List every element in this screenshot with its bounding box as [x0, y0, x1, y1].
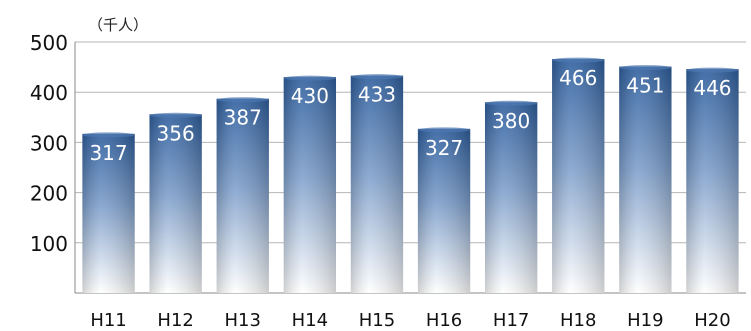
bar-shade	[484, 102, 538, 294]
data-label: 430	[291, 84, 329, 108]
bar-cap	[216, 97, 269, 103]
bar-shade	[350, 75, 404, 293]
x-axis-ticks: H11 H12 H13 H14 H15 H16 H17 H18 H19 H20	[90, 310, 730, 331]
bar-cap	[484, 100, 538, 106]
bar-cap	[619, 65, 672, 71]
x-tick-label: H17	[493, 310, 529, 331]
bar-cap	[686, 67, 739, 73]
y-tick-label: 300	[30, 131, 68, 155]
y-tick-label: 400	[30, 81, 68, 105]
bars	[82, 57, 739, 294]
x-tick-label: H16	[426, 310, 462, 331]
bar-cap	[552, 57, 605, 63]
bar-cap	[283, 75, 337, 81]
y-tick-label: 200	[30, 182, 68, 206]
data-label: 317	[89, 141, 127, 165]
bar-cap	[417, 127, 471, 133]
bar-cap	[149, 112, 202, 118]
data-label: 466	[559, 66, 597, 90]
data-labels: 317 356 387 430 433 327 380 466 451 446	[89, 66, 731, 165]
x-tick-label: H11	[90, 310, 126, 331]
x-tick-label: H13	[225, 310, 261, 331]
bar-cap	[82, 132, 135, 138]
x-tick-label: H14	[292, 310, 328, 331]
x-tick-label: H15	[359, 310, 395, 331]
unit-label: （千人）	[88, 16, 149, 34]
bar-shade	[216, 98, 269, 293]
data-label: 356	[157, 121, 195, 145]
bar-shade	[283, 77, 337, 293]
bar-shade	[619, 66, 672, 294]
x-tick-label: H12	[157, 310, 193, 331]
data-label: 446	[693, 76, 731, 100]
bar-shade	[686, 69, 739, 293]
data-label: 387	[224, 106, 262, 130]
y-tick-label: 500	[30, 31, 68, 55]
data-label: 451	[626, 74, 664, 98]
x-tick-label: H19	[627, 310, 663, 331]
bar-shade	[82, 133, 135, 293]
bar-cap	[350, 74, 404, 80]
bar-shade	[552, 59, 605, 294]
data-label: 433	[358, 83, 396, 107]
y-tick-label: 100	[30, 232, 68, 256]
data-label: 380	[492, 109, 530, 133]
x-tick-label: H20	[694, 310, 730, 331]
y-axis-ticks: 100 200 300 400 500	[30, 31, 68, 256]
x-tick-label: H18	[560, 310, 596, 331]
data-label: 327	[425, 136, 463, 160]
bar-shade	[417, 128, 471, 293]
bar-shade	[149, 114, 202, 294]
